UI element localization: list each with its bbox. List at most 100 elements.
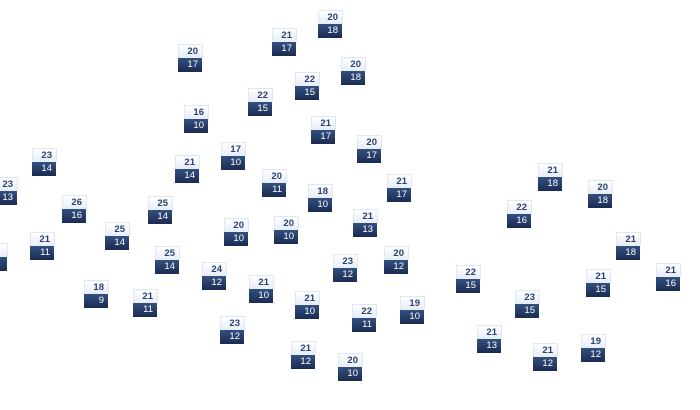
weather-marker[interactable]: 21 17 bbox=[311, 116, 336, 144]
weather-marker[interactable]: 20 11 bbox=[262, 169, 287, 197]
weather-marker[interactable]: 21 18 bbox=[538, 163, 563, 191]
weather-marker[interactable]: 21 14 bbox=[175, 155, 200, 183]
weather-marker[interactable]: 21 15 bbox=[586, 269, 611, 297]
weather-marker[interactable]: 21 18 bbox=[616, 232, 641, 260]
low-temperature: 10 bbox=[274, 230, 298, 244]
weather-marker[interactable]: 19 10 bbox=[400, 296, 425, 324]
high-temperature: 23 bbox=[32, 148, 57, 162]
weather-marker[interactable]: 23 12 bbox=[220, 316, 245, 344]
low-temperature: 13 bbox=[353, 223, 377, 237]
low-temperature: 15 bbox=[248, 102, 272, 116]
high-temperature: 20 bbox=[384, 246, 409, 260]
high-temperature: 19 bbox=[400, 296, 425, 310]
low-temperature: 18 bbox=[616, 246, 640, 260]
low-temperature: 15 bbox=[586, 283, 610, 297]
weather-marker[interactable] bbox=[0, 243, 8, 271]
weather-marker[interactable]: 18 10 bbox=[308, 184, 333, 212]
high-temperature: 20 bbox=[178, 44, 203, 58]
high-temperature: 17 bbox=[221, 142, 246, 156]
weather-marker[interactable]: 21 17 bbox=[387, 174, 412, 202]
high-temperature: 22 bbox=[507, 200, 532, 214]
low-temperature: 12 bbox=[333, 268, 357, 282]
high-temperature: 18 bbox=[308, 184, 333, 198]
low-temperature: 17 bbox=[178, 58, 202, 72]
weather-marker[interactable]: 21 11 bbox=[133, 289, 158, 317]
low-temperature: 18 bbox=[341, 71, 365, 85]
weather-marker[interactable]: 20 17 bbox=[178, 44, 203, 72]
low-temperature: 12 bbox=[202, 276, 226, 290]
high-temperature: 20 bbox=[588, 180, 613, 194]
high-temperature: 21 bbox=[387, 174, 412, 188]
weather-marker[interactable]: 22 15 bbox=[456, 265, 481, 293]
high-temperature: 21 bbox=[538, 163, 563, 177]
high-temperature: 20 bbox=[338, 353, 363, 367]
weather-marker[interactable]: 20 17 bbox=[357, 135, 382, 163]
high-temperature: 22 bbox=[352, 304, 377, 318]
low-temperature: 10 bbox=[221, 156, 245, 170]
high-temperature: 21 bbox=[291, 341, 316, 355]
weather-marker[interactable]: 23 14 bbox=[32, 148, 57, 176]
weather-marker[interactable]: 23 15 bbox=[515, 290, 540, 318]
weather-marker[interactable]: 25 14 bbox=[148, 196, 173, 224]
low-temperature: 17 bbox=[387, 188, 411, 202]
weather-marker[interactable]: 21 17 bbox=[272, 28, 297, 56]
weather-marker[interactable]: 26 16 bbox=[62, 195, 87, 223]
low-temperature: 11 bbox=[133, 303, 157, 317]
high-temperature: 21 bbox=[656, 263, 681, 277]
weather-marker[interactable]: 22 16 bbox=[507, 200, 532, 228]
weather-marker[interactable]: 21 13 bbox=[353, 209, 378, 237]
weather-marker[interactable]: 16 10 bbox=[184, 105, 209, 133]
weather-marker[interactable]: 17 10 bbox=[221, 142, 246, 170]
weather-marker[interactable]: 20 18 bbox=[318, 10, 343, 38]
low-temperature: 18 bbox=[538, 177, 562, 191]
weather-marker[interactable]: 21 13 bbox=[477, 325, 502, 353]
low-temperature: 12 bbox=[581, 348, 605, 362]
weather-marker[interactable]: 21 16 bbox=[656, 263, 681, 291]
high-temperature: 21 bbox=[175, 155, 200, 169]
high-temperature: 22 bbox=[295, 72, 320, 86]
weather-marker[interactable]: 21 10 bbox=[249, 275, 274, 303]
weather-marker[interactable]: 25 14 bbox=[155, 246, 180, 274]
low-temperature: 12 bbox=[384, 260, 408, 274]
low-temperature: 12 bbox=[533, 357, 557, 371]
low-temperature: 11 bbox=[30, 246, 54, 260]
weather-marker[interactable]: 21 12 bbox=[291, 341, 316, 369]
weather-marker[interactable]: 20 10 bbox=[224, 218, 249, 246]
weather-marker[interactable]: 20 18 bbox=[588, 180, 613, 208]
low-temperature: 13 bbox=[0, 191, 17, 205]
weather-marker[interactable]: 24 12 bbox=[202, 262, 227, 290]
low-temperature: 16 bbox=[507, 214, 531, 228]
low-temperature: 9 bbox=[84, 294, 108, 308]
weather-marker[interactable]: 22 15 bbox=[295, 72, 320, 100]
high-temperature: 22 bbox=[248, 88, 273, 102]
high-temperature: 22 bbox=[456, 265, 481, 279]
high-temperature: 20 bbox=[318, 10, 343, 24]
weather-marker[interactable]: 20 12 bbox=[384, 246, 409, 274]
low-temperature: 18 bbox=[318, 24, 342, 38]
low-temperature: 10 bbox=[224, 232, 248, 246]
weather-marker[interactable]: 21 12 bbox=[533, 343, 558, 371]
weather-marker[interactable]: 22 15 bbox=[248, 88, 273, 116]
weather-marker[interactable]: 22 11 bbox=[352, 304, 377, 332]
weather-marker[interactable]: 23 12 bbox=[333, 254, 358, 282]
low-temperature: 18 bbox=[588, 194, 612, 208]
low-temperature: 16 bbox=[62, 209, 86, 223]
weather-marker[interactable]: 23 13 bbox=[0, 177, 18, 205]
weather-marker[interactable]: 25 14 bbox=[105, 222, 130, 250]
low-temperature: 15 bbox=[295, 86, 319, 100]
high-temperature: 18 bbox=[84, 280, 109, 294]
weather-marker[interactable]: 20 10 bbox=[338, 353, 363, 381]
low-temperature: 17 bbox=[272, 42, 296, 56]
weather-marker[interactable]: 19 12 bbox=[581, 334, 606, 362]
weather-marker[interactable]: 20 18 bbox=[341, 57, 366, 85]
weather-marker[interactable]: 21 10 bbox=[295, 291, 320, 319]
weather-marker[interactable]: 21 11 bbox=[30, 232, 55, 260]
weather-marker[interactable]: 18 9 bbox=[84, 280, 109, 308]
low-temperature: 14 bbox=[148, 210, 172, 224]
high-temperature: 20 bbox=[262, 169, 287, 183]
high-temperature: 21 bbox=[30, 232, 55, 246]
low-temperature: 12 bbox=[291, 355, 315, 369]
weather-marker[interactable]: 20 10 bbox=[274, 216, 299, 244]
high-temperature: 23 bbox=[515, 290, 540, 304]
low-temperature bbox=[0, 257, 7, 271]
